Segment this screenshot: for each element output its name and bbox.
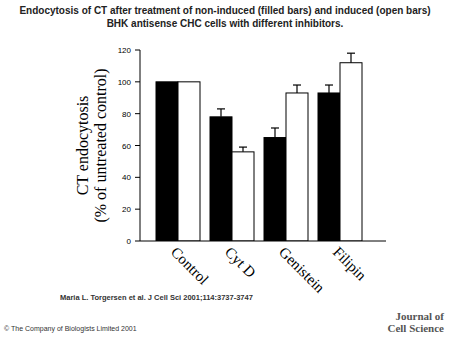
error-bar (239, 147, 247, 152)
error-bar (293, 85, 301, 93)
x-axis (140, 241, 386, 242)
x-tick-label: Cyt D (222, 244, 259, 281)
error-line (220, 109, 221, 117)
error-bar (325, 85, 333, 93)
copyright: © The Company of Biologists Limited 2001 (4, 325, 137, 333)
x-tick-label: Filipin (330, 244, 370, 284)
chart: Endocytosis of CT after treatment of non… (0, 0, 450, 338)
error-line (350, 53, 351, 63)
x-tick-label: Genistein (276, 244, 328, 296)
title: Endocytosis of CT after treatment of non… (19, 5, 430, 29)
error-line (274, 128, 275, 138)
bar (340, 63, 362, 241)
y-tick-label: 100 (118, 78, 132, 87)
bar (286, 93, 308, 241)
bar (318, 93, 340, 241)
bars (156, 53, 362, 241)
error-cap (271, 127, 279, 128)
y-tick (135, 209, 140, 210)
x-tick-label: Control (168, 244, 212, 288)
logo: Journal of (395, 310, 444, 322)
y-tick (135, 145, 140, 146)
error-bar (347, 53, 355, 63)
bar (178, 82, 200, 241)
y-tick (135, 50, 140, 51)
error-cap (217, 108, 225, 109)
y-tick (135, 241, 140, 242)
error-line (328, 85, 329, 93)
y-axis-label: CT endocytosis (74, 96, 92, 196)
bar (210, 117, 232, 241)
title-line: Endocytosis of CT after treatment of non… (19, 5, 430, 16)
bar (264, 138, 286, 241)
source: Maria L. Torgersen et al. J Cell Sci 200… (60, 293, 253, 302)
y-tick-label: 80 (122, 110, 131, 119)
title-line: BHK antisense CHC cells with different i… (107, 18, 344, 29)
error-cap (239, 146, 247, 147)
y-tick-label: 120 (118, 46, 132, 55)
y-tick-label: 40 (122, 173, 131, 182)
bar (232, 152, 254, 241)
error-cap (293, 84, 301, 85)
y-tick-label: 60 (122, 142, 131, 151)
y-tick (135, 113, 140, 114)
error-line (242, 147, 243, 152)
error-cap (347, 53, 355, 54)
y-axis-label: (% of untreated control) (92, 68, 110, 222)
y-tick (135, 177, 140, 178)
y-tick-label: 0 (127, 237, 132, 246)
error-cap (325, 84, 333, 85)
error-bar (271, 128, 279, 138)
y-tick-label: 20 (122, 205, 131, 214)
bar (156, 82, 178, 241)
error-line (296, 85, 297, 93)
logo: Cell Science (387, 322, 444, 334)
y-tick (135, 81, 140, 82)
error-bar (217, 109, 225, 117)
